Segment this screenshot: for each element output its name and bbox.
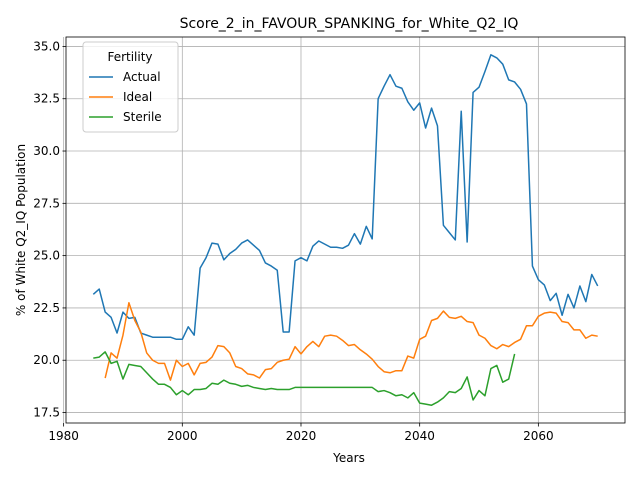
series-line-actual (92, 54, 599, 341)
y-tick-label: 27.5 (33, 196, 60, 210)
y-tick-label: 32.5 (33, 92, 60, 106)
y-tick-label: 22.5 (33, 301, 60, 315)
legend-label-ideal: Ideal (123, 90, 152, 104)
series-line-sterile (93, 351, 516, 406)
x-axis-label: Years (332, 451, 365, 465)
y-tick-label: 25.0 (33, 249, 60, 263)
plot-frame (65, 36, 626, 424)
x-tick-label: 2020 (286, 429, 317, 443)
series-line-ideal (104, 301, 598, 381)
legend-title: Fertility (107, 50, 152, 64)
y-tick-label: 17.5 (33, 406, 60, 420)
x-tick-label: 2060 (523, 429, 554, 443)
legend-label-actual: Actual (123, 70, 161, 84)
y-tick-label: 35.0 (33, 39, 60, 53)
series-lines (92, 54, 599, 406)
y-tick-label: 30.0 (33, 144, 60, 158)
x-tick-label: 2000 (167, 429, 198, 443)
legend-box (82, 41, 179, 133)
x-tick-label: 2040 (404, 429, 435, 443)
legend: Fertility Actual Ideal Sterile (82, 41, 179, 133)
chart-title: Score_2_in_FAVOUR_SPANKING_for_White_Q2_… (180, 16, 519, 32)
axis-ticks: 1980 2000 2020 2040 2060 17.5 20.0 22.5 25.0 27.5… (33, 39, 553, 443)
legend-entries: Actual Ideal Sterile (89, 70, 162, 124)
y-axis-label: % of White Q2_IQ Population (14, 144, 28, 316)
legend-label-sterile: Sterile (123, 110, 162, 124)
y-tick-label: 20.0 (33, 353, 60, 367)
x-tick-label: 1980 (48, 429, 79, 443)
